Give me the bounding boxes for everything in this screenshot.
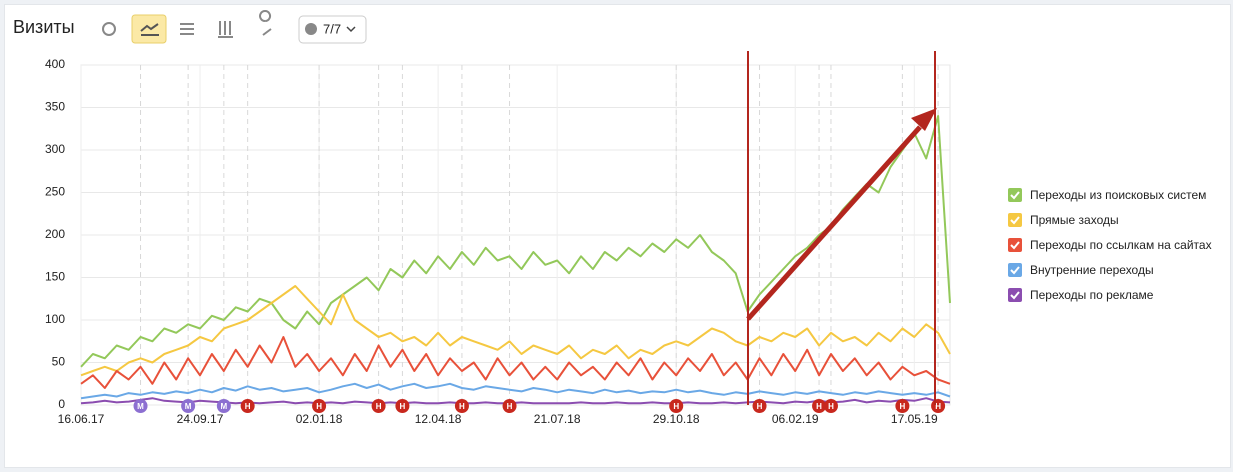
toolbar <box>102 10 272 44</box>
title: Визиты <box>13 17 75 37</box>
series-line <box>80 115 951 368</box>
chart: Визиты 7/7 0 50 100 150 200 250 300 350 400 16.06… <box>13 10 1212 426</box>
legend-label[interactable]: Прямые заходы <box>1030 213 1119 227</box>
legend-label[interactable]: Переходы по рекламе <box>1030 288 1154 302</box>
legend-checkbox <box>1008 238 1022 252</box>
area-icon[interactable] <box>180 23 194 35</box>
legend-check <box>1010 266 1020 275</box>
annotation-label: Н <box>935 402 941 411</box>
annotation-marker <box>669 399 684 413</box>
y-tick-label: 50 <box>52 355 66 369</box>
line-icon <box>140 23 159 36</box>
y-tick-label: 300 <box>45 142 65 156</box>
annotation-label: Н <box>899 402 905 411</box>
plot: 0 50 100 150 200 250 300 350 400 16.06.17 24.09.17… <box>45 57 1212 426</box>
filter-button[interactable] <box>298 15 367 44</box>
annotation-label: Н <box>400 402 406 411</box>
x-tick-label: 24.09.17 <box>177 412 224 426</box>
x-tick-label: 06.02.19 <box>772 412 819 426</box>
legend-label[interactable]: Переходы из поисковых систем <box>1030 188 1206 202</box>
pie-icon[interactable] <box>102 22 116 36</box>
trend-arrow <box>746 125 922 321</box>
annotation-label: Н <box>376 402 382 411</box>
legend-checkbox <box>1008 263 1022 277</box>
y-tick-label: 100 <box>45 312 65 326</box>
map-icon[interactable] <box>259 10 272 36</box>
series-line <box>80 382 951 400</box>
annotation-marker <box>454 399 469 413</box>
y-tick-label: 150 <box>45 270 65 284</box>
legend-label[interactable]: Переходы по ссылкам на сайтах <box>1030 238 1212 252</box>
x-tick-label: 17.05.19 <box>891 412 938 426</box>
annotation-marker <box>812 399 827 413</box>
x-tick-label: 16.06.17 <box>58 412 105 426</box>
annotation-marker <box>752 399 767 413</box>
annotation-marker <box>181 399 196 413</box>
annotation-label: Н <box>316 402 322 411</box>
arrow-head <box>911 108 937 131</box>
line-button[interactable] <box>131 14 167 44</box>
annotation-label: Н <box>507 402 513 411</box>
annotation-marker <box>312 399 327 413</box>
annotation-label: Н <box>828 402 834 411</box>
annotation-marker <box>133 399 148 413</box>
annotation-marker <box>240 399 255 413</box>
legend-checkbox <box>1008 188 1022 202</box>
y-tick-label: 250 <box>45 185 65 199</box>
x-tick-label: 21.07.18 <box>534 412 581 426</box>
card: Визиты 7/7 0 50 100 150 200 250 300 350 400 16.06… <box>4 4 1231 468</box>
dropdown-arrow <box>346 26 356 33</box>
annotation-label: М <box>221 402 228 411</box>
legend-checkbox <box>1008 288 1022 302</box>
legend-check <box>1010 216 1020 225</box>
annotation-marker <box>216 399 231 413</box>
legend-check <box>1010 291 1020 300</box>
series-line <box>80 336 951 389</box>
annotation-label: Н <box>459 402 465 411</box>
filter-icon <box>305 23 317 35</box>
y-tick-label: 200 <box>45 227 65 241</box>
annotation-label: Н <box>673 402 679 411</box>
annotation-label: Н <box>245 402 251 411</box>
annotation-label: Н <box>757 402 763 411</box>
x-tick-label: 12.04.18 <box>415 412 462 426</box>
annotation-label: М <box>185 402 192 411</box>
annotation-marker <box>371 399 386 413</box>
y-tick-label: 0 <box>58 397 65 411</box>
annotation-label: Н <box>816 402 822 411</box>
annotation-label: М <box>137 402 144 411</box>
legend-check <box>1010 191 1020 200</box>
annotation-marker <box>502 399 517 413</box>
y-tick-label: 400 <box>45 57 65 71</box>
x-tick-label: 29.10.18 <box>653 412 700 426</box>
series-line <box>80 285 951 377</box>
annotation-marker <box>823 399 838 413</box>
annotation-marker <box>895 399 910 413</box>
y-tick-label: 350 <box>45 100 65 114</box>
annotation-marker <box>395 399 410 413</box>
x-tick-label: 02.01.18 <box>296 412 343 426</box>
bar-icon[interactable] <box>218 21 233 38</box>
filter-label: 7/7 <box>323 21 341 36</box>
legend-label[interactable]: Внутренние переходы <box>1030 263 1154 277</box>
legend-checkbox <box>1008 213 1022 227</box>
legend-check <box>1010 241 1020 250</box>
